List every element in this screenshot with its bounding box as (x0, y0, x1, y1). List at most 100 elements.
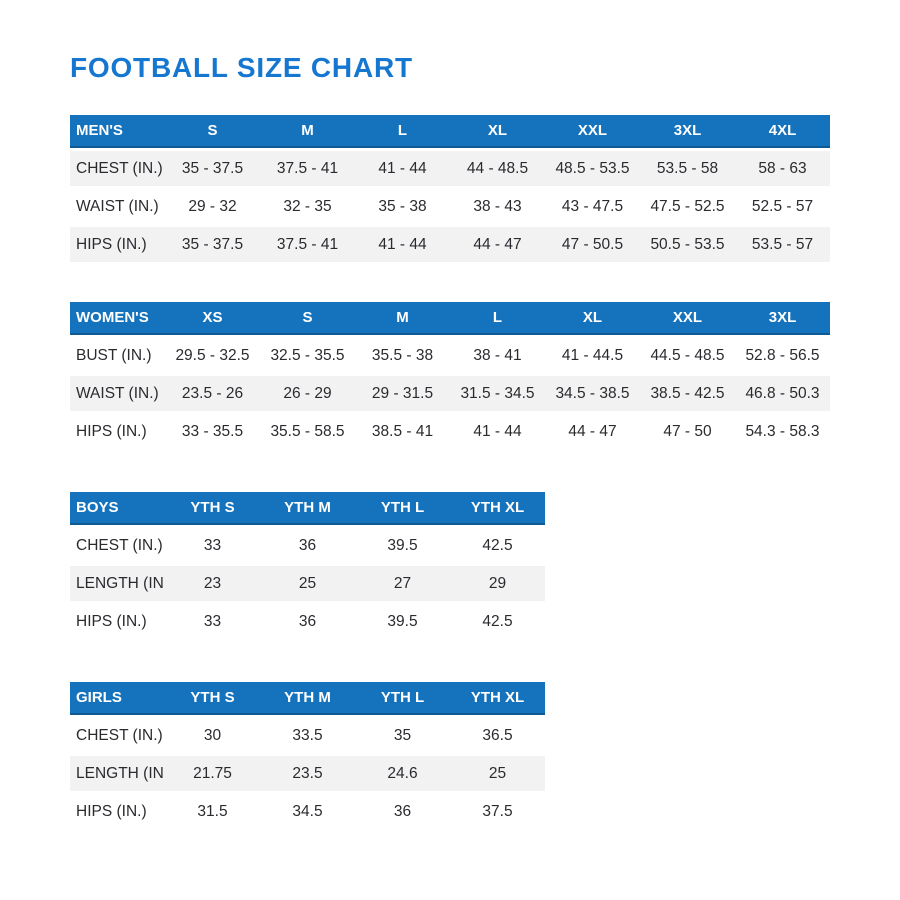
column-header: L (355, 115, 450, 148)
size-value: 29 - 31.5 (355, 376, 450, 411)
column-header: 3XL (735, 302, 830, 335)
row-label: CHEST (IN.) (70, 528, 165, 563)
size-value: 44.5 - 48.5 (640, 338, 735, 373)
boys-header-row: BOYS YTH S YTH M YTH L YTH XL (70, 492, 545, 525)
column-header: YTH L (355, 682, 450, 715)
size-value: 52.8 - 56.5 (735, 338, 830, 373)
table-row: CHEST (IN.) 35 - 37.5 37.5 - 41 41 - 44 … (70, 151, 830, 186)
boys-size-table: BOYS YTH S YTH M YTH L YTH XL CHEST (IN.… (70, 489, 545, 642)
size-value: 23 (165, 566, 260, 601)
column-header: YTH XL (450, 682, 545, 715)
girls-table-title-cell: GIRLS (70, 682, 165, 715)
column-header: 3XL (640, 115, 735, 148)
column-header: YTH S (165, 492, 260, 525)
column-header: M (355, 302, 450, 335)
column-header: YTH XL (450, 492, 545, 525)
size-value: 31.5 (165, 794, 260, 829)
row-label: WAIST (IN.) (70, 189, 165, 224)
size-value: 29 (450, 566, 545, 601)
row-label: BUST (IN.) (70, 338, 165, 373)
table-row: CHEST (IN.) 33 36 39.5 42.5 (70, 528, 545, 563)
size-value: 38 - 43 (450, 189, 545, 224)
column-header: YTH M (260, 492, 355, 525)
size-value: 38.5 - 42.5 (640, 376, 735, 411)
size-value: 32.5 - 35.5 (260, 338, 355, 373)
size-value: 25 (260, 566, 355, 601)
column-header: YTH S (165, 682, 260, 715)
size-value: 35 - 38 (355, 189, 450, 224)
size-chart-page: FOOTBALL SIZE CHART MEN'S S M L XL XXL 3… (70, 52, 830, 832)
size-value: 33.5 (260, 718, 355, 753)
row-label: HIPS (IN.) (70, 414, 165, 449)
size-value: 47.5 - 52.5 (640, 189, 735, 224)
column-header: 4XL (735, 115, 830, 148)
womens-table-title-cell: WOMEN'S (70, 302, 165, 335)
size-value: 36.5 (450, 718, 545, 753)
page-title: FOOTBALL SIZE CHART (70, 52, 413, 83)
column-header: L (450, 302, 545, 335)
size-value: 41 - 44 (355, 151, 450, 186)
row-label: WAIST (IN.) (70, 376, 165, 411)
size-value: 21.75 (165, 756, 260, 791)
table-row: WAIST (IN.) 23.5 - 26 26 - 29 29 - 31.5 … (70, 376, 830, 411)
row-label: CHEST (IN.) (70, 151, 165, 186)
size-value: 50.5 - 53.5 (640, 227, 735, 262)
size-value: 41 - 44 (450, 414, 545, 449)
size-value: 33 - 35.5 (165, 414, 260, 449)
table-row: HIPS (IN.) 31.5 34.5 36 37.5 (70, 794, 545, 829)
size-value: 35.5 - 58.5 (260, 414, 355, 449)
size-value: 32 - 35 (260, 189, 355, 224)
size-value: 47 - 50 (640, 414, 735, 449)
row-label: HIPS (IN.) (70, 794, 165, 829)
size-value: 33 (165, 528, 260, 563)
size-value: 47 - 50.5 (545, 227, 640, 262)
size-value: 53.5 - 57 (735, 227, 830, 262)
size-value: 33 (165, 604, 260, 639)
size-value: 42.5 (450, 528, 545, 563)
girls-size-table: GIRLS YTH S YTH M YTH L YTH XL CHEST (IN… (70, 679, 545, 832)
size-value: 44 - 48.5 (450, 151, 545, 186)
size-value: 35 (355, 718, 450, 753)
table-row: HIPS (IN.) 35 - 37.5 37.5 - 41 41 - 44 4… (70, 227, 830, 262)
size-value: 23.5 (260, 756, 355, 791)
mens-table-title-cell: MEN'S (70, 115, 165, 148)
size-value: 58 - 63 (735, 151, 830, 186)
womens-header-row: WOMEN'S XS S M L XL XXL 3XL (70, 302, 830, 335)
table-row: HIPS (IN.) 33 - 35.5 35.5 - 58.5 38.5 - … (70, 414, 830, 449)
row-label: LENGTH (IN.) (70, 566, 165, 601)
row-label: CHEST (IN.) (70, 718, 165, 753)
size-value: 34.5 - 38.5 (545, 376, 640, 411)
size-value: 37.5 - 41 (260, 151, 355, 186)
column-header: S (165, 115, 260, 148)
boys-table-title-cell: BOYS (70, 492, 165, 525)
size-value: 39.5 (355, 528, 450, 563)
mens-header-row: MEN'S S M L XL XXL 3XL 4XL (70, 115, 830, 148)
size-value: 54.3 - 58.3 (735, 414, 830, 449)
size-value: 25 (450, 756, 545, 791)
table-row: LENGTH (IN.) 21.75 23.5 24.6 25 (70, 756, 545, 791)
row-label: LENGTH (IN.) (70, 756, 165, 791)
column-header: XS (165, 302, 260, 335)
size-value: 24.6 (355, 756, 450, 791)
column-header: XL (545, 302, 640, 335)
row-label: HIPS (IN.) (70, 604, 165, 639)
size-value: 39.5 (355, 604, 450, 639)
size-value: 52.5 - 57 (735, 189, 830, 224)
column-header: S (260, 302, 355, 335)
column-header: YTH M (260, 682, 355, 715)
size-value: 36 (260, 528, 355, 563)
size-value: 27 (355, 566, 450, 601)
size-value: 37.5 (450, 794, 545, 829)
table-row: HIPS (IN.) 33 36 39.5 42.5 (70, 604, 545, 639)
size-value: 43 - 47.5 (545, 189, 640, 224)
table-row: BUST (IN.) 29.5 - 32.5 32.5 - 35.5 35.5 … (70, 338, 830, 373)
column-header: XL (450, 115, 545, 148)
size-value: 35 - 37.5 (165, 227, 260, 262)
size-value: 48.5 - 53.5 (545, 151, 640, 186)
size-value: 36 (260, 604, 355, 639)
size-value: 26 - 29 (260, 376, 355, 411)
size-value: 53.5 - 58 (640, 151, 735, 186)
table-row: LENGTH (IN.) 23 25 27 29 (70, 566, 545, 601)
size-value: 41 - 44.5 (545, 338, 640, 373)
table-row: WAIST (IN.) 29 - 32 32 - 35 35 - 38 38 -… (70, 189, 830, 224)
